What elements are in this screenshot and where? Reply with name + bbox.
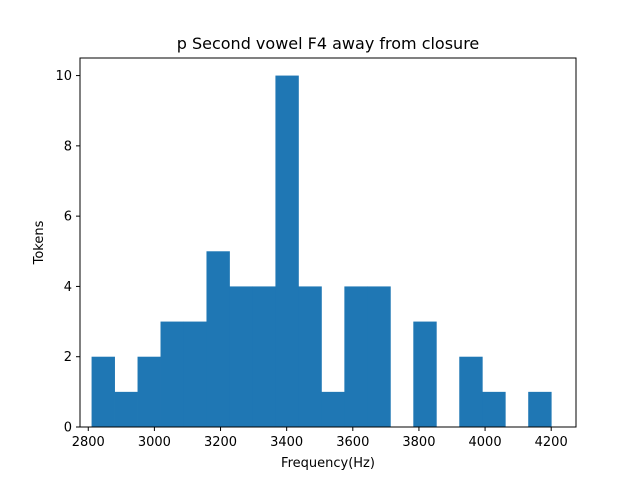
y-tick-label: 0 [64, 421, 72, 436]
histogram-bar [528, 391, 552, 427]
histogram-bar [160, 321, 184, 427]
x-ticks: 2800 3000 3200 3400 3600 3800 4000 4200 [72, 427, 568, 450]
histogram-bar [206, 251, 230, 427]
x-tick-label: 3600 [336, 435, 369, 450]
histogram-bar [229, 286, 253, 427]
y-tick-label: 2 [64, 350, 72, 365]
chart-title: p Second vowel F4 away from closure [177, 34, 480, 53]
y-axis-label: Tokens [32, 220, 47, 265]
y-tick-label: 10 [55, 69, 72, 84]
histogram-bar [137, 356, 161, 427]
x-tick-label: 4200 [535, 435, 568, 450]
x-tick-label: 2800 [72, 435, 105, 450]
bars-group [91, 75, 552, 428]
x-tick-label: 4000 [469, 435, 502, 450]
y-ticks: 0 2 4 6 8 10 [55, 69, 80, 436]
histogram-bar [413, 321, 437, 427]
histogram-bar [367, 286, 391, 427]
histogram-bar [114, 391, 138, 427]
y-tick-label: 8 [64, 139, 72, 154]
histogram-bar [252, 286, 276, 427]
x-axis-label: Frequency(Hz) [281, 456, 375, 471]
histogram-bar [183, 321, 207, 427]
histogram-bar [298, 286, 322, 427]
histogram-bar [321, 391, 345, 427]
histogram-bar [344, 286, 368, 427]
x-tick-label: 3800 [402, 435, 435, 450]
histogram-bar [275, 75, 299, 428]
axes-frame [79, 57, 577, 428]
y-tick-label: 4 [64, 280, 72, 295]
histogram-bar [91, 356, 115, 427]
histogram-bar [459, 356, 483, 427]
x-tick-label: 3400 [270, 435, 303, 450]
y-tick-label: 6 [64, 210, 72, 225]
x-tick-label: 3000 [138, 435, 171, 450]
x-tick-label: 3200 [204, 435, 237, 450]
histogram-bar [482, 391, 506, 427]
